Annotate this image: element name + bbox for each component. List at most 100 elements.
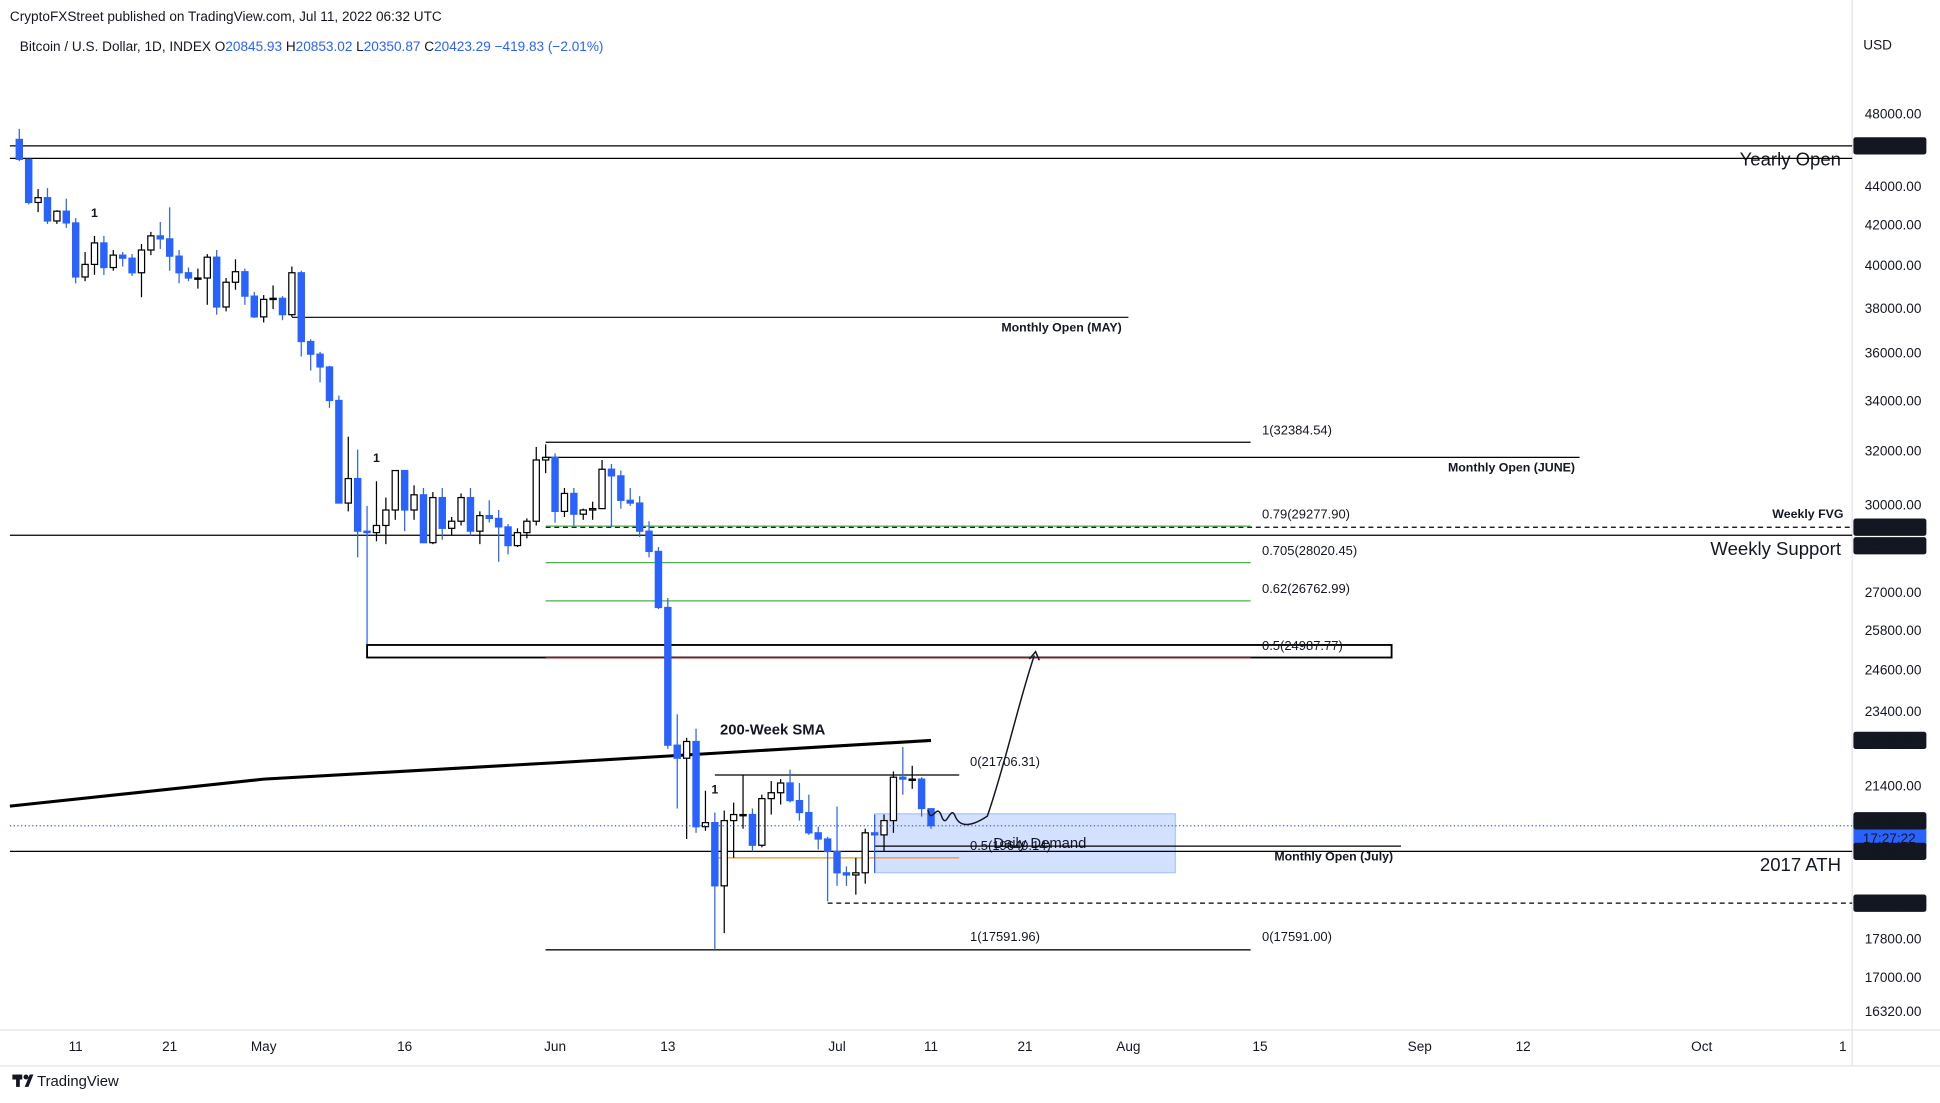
candle-body — [729, 813, 738, 822]
price-box-label: 46242.47 — [1861, 138, 1918, 153]
plot: 48000.00 44000.00 42000.00 40000.00 38000.00… — [9, 106, 1927, 1054]
candle-body — [175, 255, 183, 274]
candle-body — [419, 494, 428, 544]
candle-body — [880, 819, 888, 836]
candle-body — [579, 509, 587, 515]
candle-body — [71, 222, 80, 278]
publisher-line: CryptoFXStreet published on TradingView.… — [10, 9, 442, 24]
candle-body — [15, 138, 24, 160]
candle-body — [805, 811, 813, 834]
candle-body — [53, 210, 61, 222]
y-unit: USD — [1863, 37, 1892, 52]
candle-body — [748, 813, 757, 846]
y-tick-label: 30000.00 — [1865, 497, 1922, 512]
candle-body — [541, 456, 550, 461]
level-label: 0(21706.31) — [970, 754, 1040, 769]
ohlc-value: 20853.02 — [296, 39, 353, 54]
x-tick-label: 13 — [660, 1039, 675, 1054]
candle-body — [814, 832, 822, 840]
candle-body — [34, 197, 42, 204]
candle-body — [692, 740, 700, 828]
level-label: 1(17591.96) — [970, 929, 1040, 944]
y-tick-label: 27000.00 — [1865, 585, 1922, 600]
ohlc-value: 20845.93 — [225, 39, 282, 54]
y-tick-label: 48000.00 — [1865, 106, 1922, 121]
candle-body — [382, 509, 390, 527]
candle-body — [165, 238, 174, 257]
x-tick-label: Sep — [1408, 1039, 1432, 1054]
candle-body — [137, 249, 146, 274]
y-tick-label: 17800.00 — [1865, 932, 1922, 947]
candle-body — [494, 517, 503, 528]
candle-body — [438, 496, 446, 529]
candle-body — [899, 776, 907, 780]
level-label: 0.5(24987.77) — [1262, 638, 1343, 653]
price-box — [1853, 812, 1927, 830]
y-tick-label: 32000.00 — [1865, 444, 1922, 459]
candle-body — [391, 469, 399, 511]
y-tick-label: 38000.00 — [1865, 301, 1922, 316]
x-tick-label: May — [251, 1039, 277, 1054]
candle-body — [842, 872, 851, 876]
x-tick-label: 15 — [1252, 1039, 1267, 1054]
candle-body — [852, 872, 860, 876]
candle-body — [109, 254, 118, 269]
footer-brand: TradingView — [37, 1074, 119, 1090]
candle-body — [306, 340, 315, 355]
price-box — [1853, 537, 1927, 555]
ohlc-value: 20423.29 — [434, 39, 491, 54]
candle-body — [607, 468, 616, 477]
candle-body — [861, 832, 869, 874]
candle-body — [720, 819, 728, 887]
level-label: 0.705(28020.45) — [1262, 543, 1357, 558]
price-box — [1853, 842, 1927, 861]
projected-path — [927, 655, 1036, 826]
candle-body — [250, 295, 258, 318]
level-label: Monthly Open (JUNE) — [1448, 461, 1575, 475]
signal-label: 1 — [373, 451, 380, 465]
ohlc-key: L — [356, 39, 364, 54]
candle-body — [485, 514, 493, 520]
ohlc-key: H — [286, 39, 296, 54]
sma-label: 200-Week SMA — [720, 723, 826, 739]
candle-body — [194, 277, 202, 280]
x-tick-label: Oct — [1691, 1039, 1712, 1054]
level-label: 1(32384.54) — [1262, 422, 1332, 437]
x-tick-label: Jul — [828, 1039, 845, 1054]
candle-body — [758, 798, 766, 846]
y-tick-label: 36000.00 — [1865, 346, 1922, 361]
candle-body — [823, 838, 832, 853]
candle-body — [457, 496, 465, 522]
zone-label: Daily Demand — [993, 836, 1086, 852]
x-tick-label: 11 — [69, 1039, 83, 1054]
level-label: Weekly FVG — [1772, 507, 1843, 521]
candle-body — [100, 242, 108, 269]
ohlc-key: O — [215, 39, 226, 54]
candle-body — [297, 272, 305, 343]
candle-body — [570, 492, 578, 515]
candle-body — [363, 530, 371, 534]
x-tick-label: 11 — [924, 1039, 938, 1054]
candle-body — [523, 520, 531, 534]
candle-body — [560, 492, 569, 513]
level-label: Weekly Support — [1710, 538, 1841, 559]
candle-body — [917, 778, 926, 810]
candle-body — [400, 469, 409, 511]
price-box-label: 20544.20 — [1861, 813, 1918, 828]
y-tick-label: 40000.00 — [1865, 258, 1922, 273]
candle-body — [635, 502, 644, 532]
candle-body — [24, 158, 33, 204]
candle-body — [147, 235, 155, 251]
y-tick-label: 21400.00 — [1865, 778, 1922, 793]
y-tick-label: 24600.00 — [1865, 663, 1922, 678]
candle-body — [90, 242, 99, 266]
candle-body — [833, 850, 841, 874]
signal-label: 1 — [711, 783, 718, 797]
candle-body — [353, 477, 362, 532]
price-box — [1853, 518, 1927, 536]
candle-body — [711, 822, 719, 887]
level-label: 0(17591.00) — [1262, 929, 1332, 944]
candle-body — [513, 531, 522, 547]
